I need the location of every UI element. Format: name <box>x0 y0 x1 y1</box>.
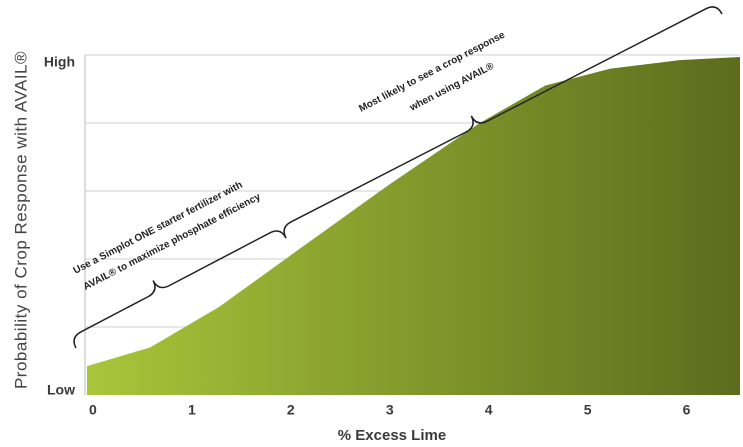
x-tick-label: 4 <box>485 402 493 418</box>
y-tick-label: High <box>44 54 75 70</box>
area <box>86 57 740 395</box>
x-axis-label: % Excess Lime <box>338 427 446 444</box>
y-tick-label: Low <box>47 382 75 398</box>
annotation: Use a Simplot ONE starter fertilizer wit… <box>72 180 245 277</box>
x-tick-label: 2 <box>287 402 295 418</box>
annotation: AVAIL® to maximize phosphate efficiency <box>82 191 263 292</box>
brace <box>283 6 723 239</box>
brace <box>73 230 287 349</box>
x-tick-label: 6 <box>683 402 691 418</box>
x-tick-label: 0 <box>89 402 97 418</box>
x-tick-label: 3 <box>386 402 394 418</box>
annotation: when using AVAIL® <box>407 60 496 114</box>
x-tick-label: 1 <box>188 402 196 418</box>
y-axis-label: Probability of Crop Response with AVAIL® <box>11 51 30 389</box>
x-tick-label: 5 <box>584 402 592 418</box>
